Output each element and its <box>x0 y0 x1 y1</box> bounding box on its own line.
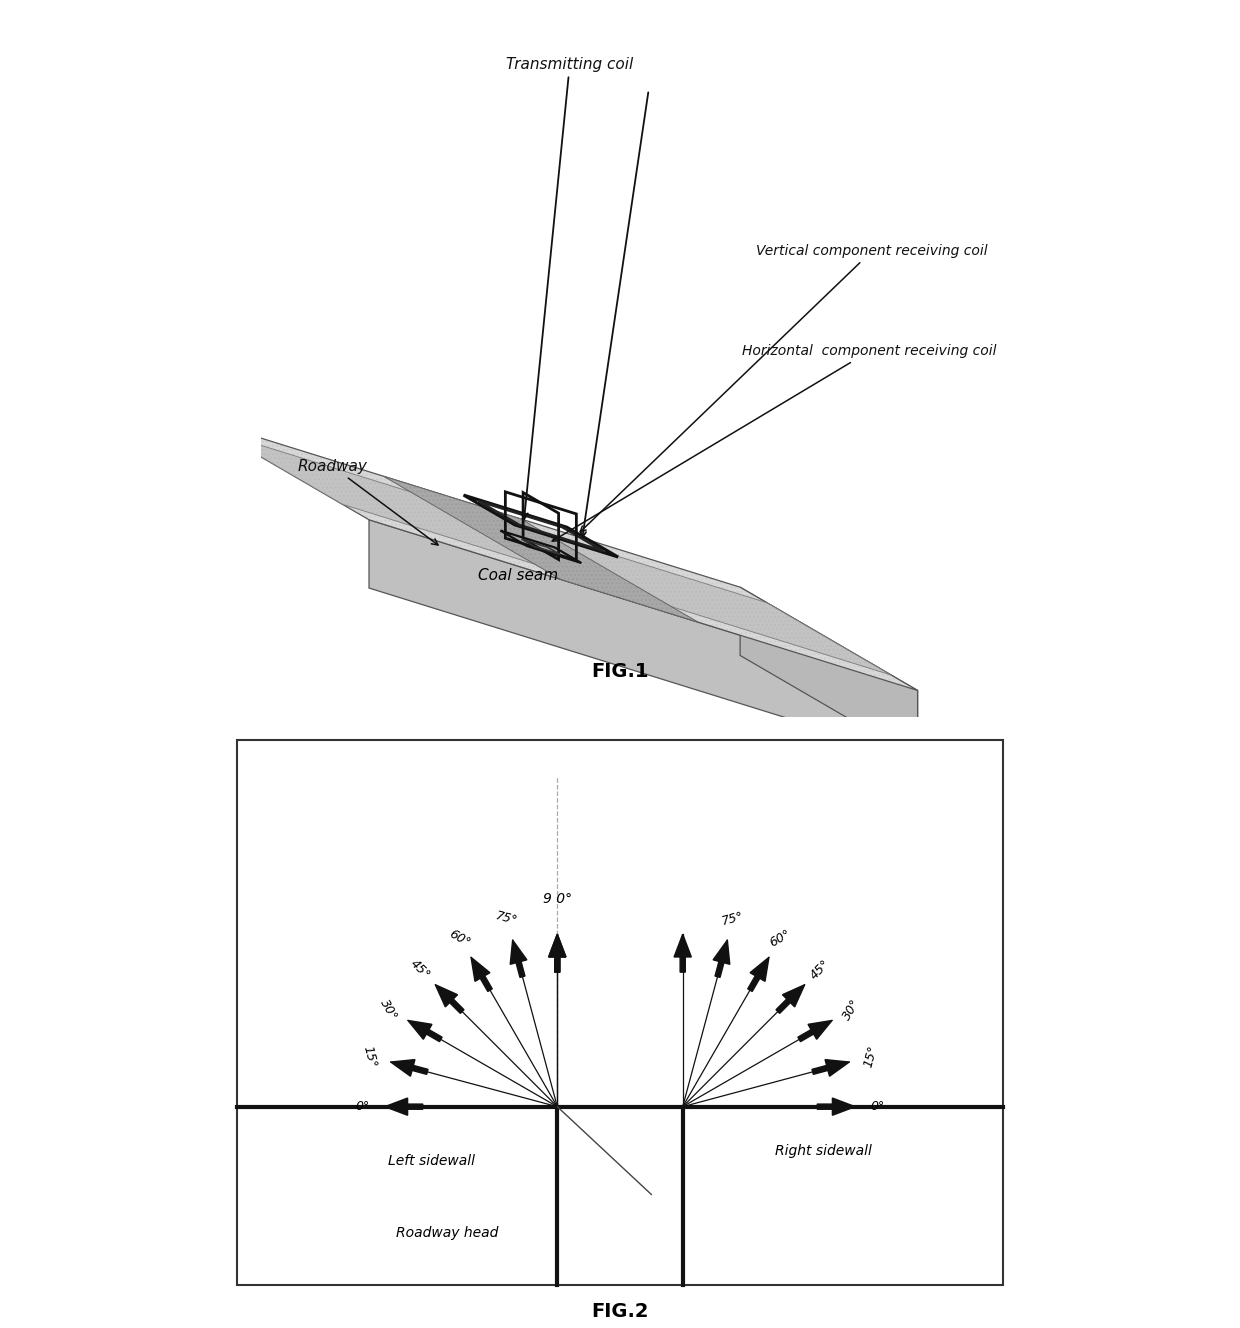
FancyArrow shape <box>797 1020 832 1041</box>
Text: 30°: 30° <box>378 996 401 1023</box>
FancyArrow shape <box>713 940 730 977</box>
Text: 45°: 45° <box>408 956 433 981</box>
Text: 60°: 60° <box>768 927 792 950</box>
Text: 15°: 15° <box>862 1044 879 1069</box>
FancyArrow shape <box>817 1098 856 1116</box>
FancyArrow shape <box>548 934 565 972</box>
Polygon shape <box>191 417 918 691</box>
Text: Roadway: Roadway <box>298 458 438 544</box>
FancyArrow shape <box>384 1098 423 1116</box>
Text: Vertical component receiving coil: Vertical component receiving coil <box>580 244 988 531</box>
FancyArrow shape <box>471 957 492 992</box>
FancyArrow shape <box>776 985 805 1013</box>
Text: 75°: 75° <box>495 910 520 928</box>
Polygon shape <box>370 519 918 758</box>
Text: Roadway head: Roadway head <box>397 1226 498 1240</box>
Text: 0°: 0° <box>356 1100 370 1113</box>
FancyArrow shape <box>391 1060 428 1076</box>
FancyArrow shape <box>675 934 692 972</box>
Text: 60°: 60° <box>448 927 472 950</box>
Text: Horizontal  component receiving coil: Horizontal component receiving coil <box>552 344 997 542</box>
Text: 15°: 15° <box>361 1044 378 1069</box>
FancyArrow shape <box>748 957 769 992</box>
Text: 30°: 30° <box>839 996 862 1023</box>
Text: 45°: 45° <box>807 956 832 981</box>
Text: Transmitting coil: Transmitting coil <box>506 57 634 519</box>
FancyArrow shape <box>408 1020 443 1041</box>
Text: 75°: 75° <box>720 910 745 928</box>
Polygon shape <box>218 432 892 675</box>
FancyArrow shape <box>510 940 527 977</box>
FancyArrow shape <box>548 934 565 972</box>
Text: FIG.1: FIG.1 <box>591 663 649 681</box>
Text: FIG.2: FIG.2 <box>591 1303 649 1321</box>
Polygon shape <box>740 587 918 758</box>
Text: 0°: 0° <box>870 1100 884 1113</box>
FancyArrow shape <box>435 985 464 1013</box>
FancyArrow shape <box>812 1060 849 1076</box>
Text: Right sidewall: Right sidewall <box>775 1145 872 1158</box>
Text: Left sidewall: Left sidewall <box>388 1154 475 1167</box>
Text: Coal seam: Coal seam <box>477 568 558 583</box>
Polygon shape <box>383 477 698 623</box>
Text: 9 0°: 9 0° <box>543 892 572 906</box>
